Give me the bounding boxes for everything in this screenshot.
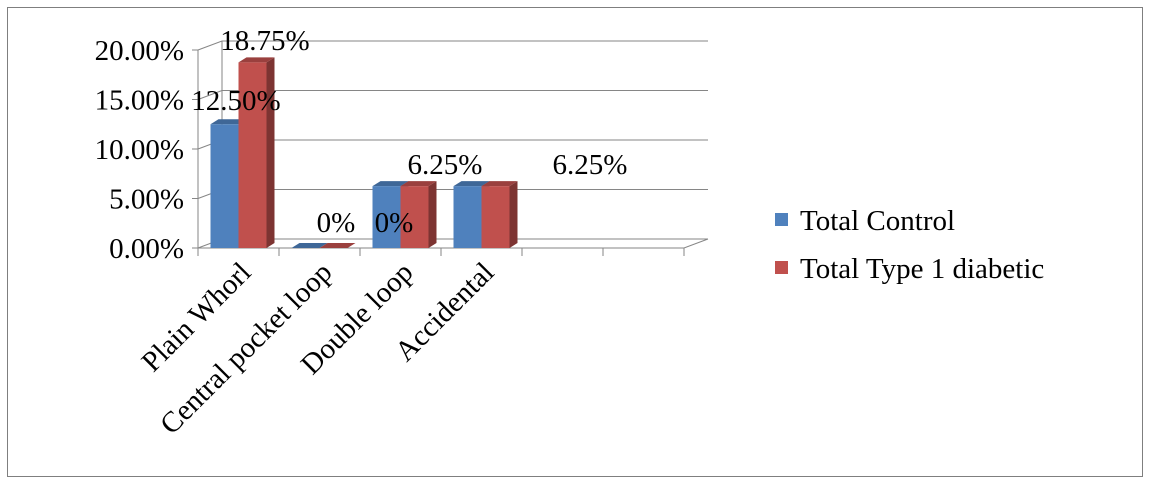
legend-swatch xyxy=(775,261,788,274)
y-tick-label: 10.00% xyxy=(95,134,184,166)
bar-diabetic-1 xyxy=(319,243,356,248)
y-tick-label: 15.00% xyxy=(95,85,184,117)
y-tick-label: 0.00% xyxy=(109,233,184,265)
y-tick-labels: 0.00% 5.00% 10.00% 15.00% 20.00% xyxy=(95,35,184,265)
legend-label: Total Type 1 diabetic xyxy=(800,253,1044,285)
data-label: 12.50% xyxy=(191,85,280,117)
data-labels: 12.50% 18.75% 0% 0% 6.25% 6.25% xyxy=(191,25,627,239)
bars xyxy=(210,57,518,248)
data-label: 6.25% xyxy=(408,149,483,181)
y-tick-label: 20.00% xyxy=(95,35,184,67)
data-label: 0% xyxy=(317,207,356,239)
y-tick-label: 5.00% xyxy=(109,184,184,216)
chart-frame xyxy=(7,7,1143,477)
data-label: 0% xyxy=(375,207,414,239)
data-label: 6.25% xyxy=(553,149,628,181)
bar-diabetic-2 xyxy=(400,181,437,248)
bar-diabetic-0 xyxy=(238,57,275,248)
legend: Total Control Total Type 1 diabetic xyxy=(775,205,1044,285)
bar-diabetic-3 xyxy=(481,181,518,248)
bar-control-1 xyxy=(291,243,328,248)
legend-swatch xyxy=(775,213,788,226)
data-label: 18.75% xyxy=(220,25,309,57)
legend-label: Total Control xyxy=(800,205,955,237)
